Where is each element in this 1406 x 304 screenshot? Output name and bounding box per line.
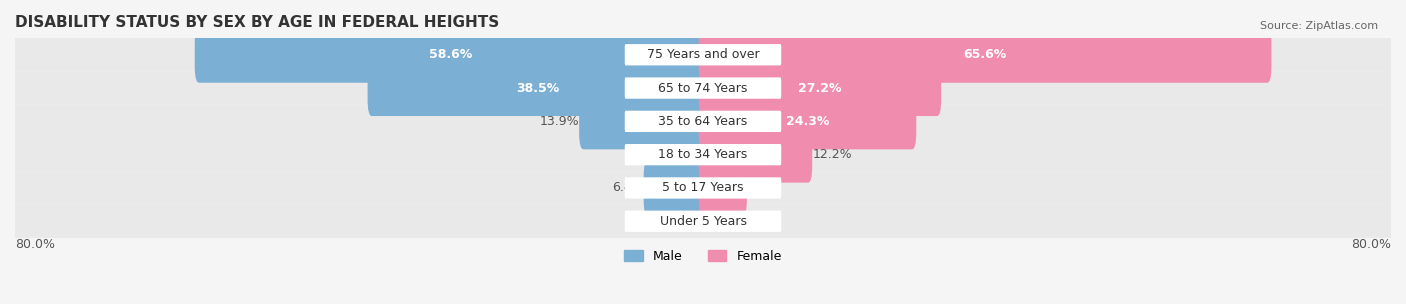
Text: 18 to 34 Years: 18 to 34 Years <box>658 148 748 161</box>
Text: 12.2%: 12.2% <box>813 148 852 161</box>
FancyBboxPatch shape <box>699 160 747 216</box>
Text: Source: ZipAtlas.com: Source: ZipAtlas.com <box>1260 21 1378 31</box>
Text: Under 5 Years: Under 5 Years <box>659 215 747 228</box>
FancyBboxPatch shape <box>15 138 1391 171</box>
Text: 24.3%: 24.3% <box>786 115 830 128</box>
Legend: Male, Female: Male, Female <box>619 245 787 268</box>
Text: 13.9%: 13.9% <box>540 115 579 128</box>
FancyBboxPatch shape <box>624 144 782 165</box>
Text: 3.5%: 3.5% <box>637 148 669 161</box>
FancyBboxPatch shape <box>15 38 1391 71</box>
FancyBboxPatch shape <box>15 71 1391 105</box>
Text: 75 Years and over: 75 Years and over <box>647 48 759 61</box>
Text: 0.0%: 0.0% <box>707 215 740 228</box>
Text: 5 to 17 Years: 5 to 17 Years <box>662 181 744 195</box>
Text: 0.0%: 0.0% <box>666 215 699 228</box>
FancyBboxPatch shape <box>624 78 782 99</box>
FancyBboxPatch shape <box>669 127 707 183</box>
FancyBboxPatch shape <box>624 177 782 199</box>
FancyBboxPatch shape <box>15 205 1391 238</box>
Text: 65 to 74 Years: 65 to 74 Years <box>658 81 748 95</box>
Text: DISABILITY STATUS BY SEX BY AGE IN FEDERAL HEIGHTS: DISABILITY STATUS BY SEX BY AGE IN FEDER… <box>15 15 499 30</box>
Text: 58.6%: 58.6% <box>429 48 472 61</box>
FancyBboxPatch shape <box>699 27 1271 83</box>
FancyBboxPatch shape <box>699 93 917 149</box>
FancyBboxPatch shape <box>367 60 707 116</box>
FancyBboxPatch shape <box>579 93 707 149</box>
FancyBboxPatch shape <box>699 60 941 116</box>
FancyBboxPatch shape <box>15 171 1391 205</box>
Text: 65.6%: 65.6% <box>963 48 1007 61</box>
Text: 38.5%: 38.5% <box>516 81 560 95</box>
FancyBboxPatch shape <box>624 44 782 65</box>
Text: 80.0%: 80.0% <box>1351 238 1391 251</box>
FancyBboxPatch shape <box>644 160 707 216</box>
FancyBboxPatch shape <box>699 127 813 183</box>
Text: 80.0%: 80.0% <box>15 238 55 251</box>
FancyBboxPatch shape <box>624 111 782 132</box>
Text: 35 to 64 Years: 35 to 64 Years <box>658 115 748 128</box>
Text: 6.4%: 6.4% <box>612 181 644 195</box>
FancyBboxPatch shape <box>15 105 1391 138</box>
Text: 27.2%: 27.2% <box>799 81 842 95</box>
FancyBboxPatch shape <box>624 211 782 232</box>
Text: 4.6%: 4.6% <box>747 181 779 195</box>
FancyBboxPatch shape <box>195 27 707 83</box>
